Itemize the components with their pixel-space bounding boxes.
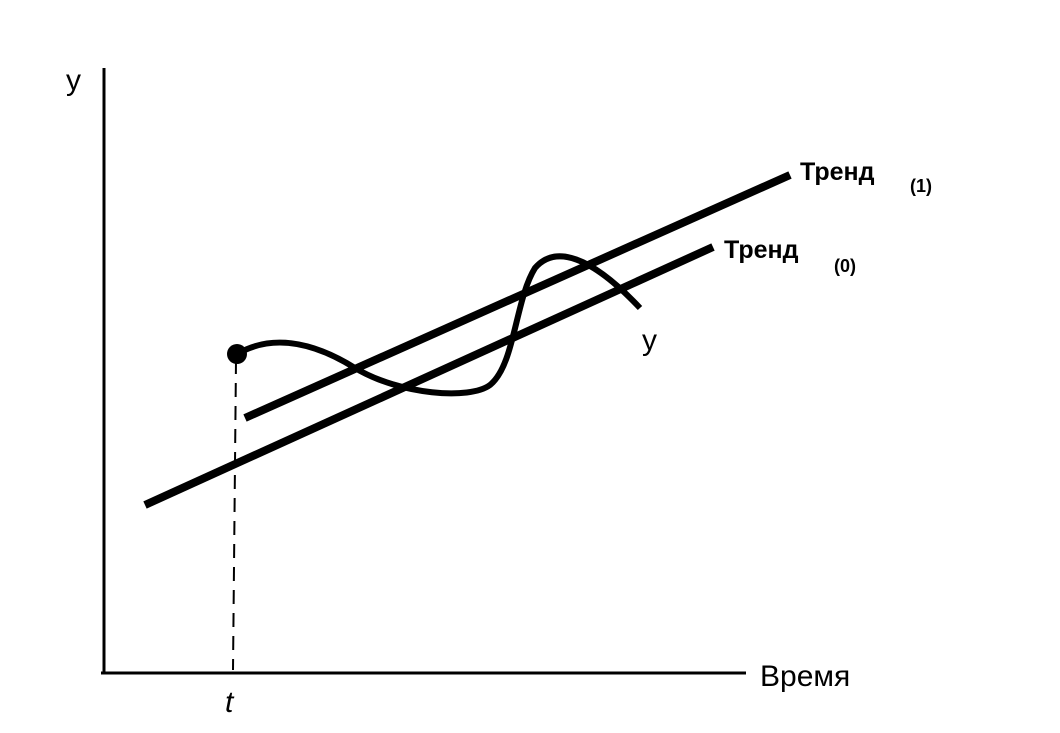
x-axis-label: Время [760,660,850,693]
start-point [227,344,247,364]
trend-0-label: Тренд [724,236,799,264]
trend-0-line [143,243,715,509]
y-curve [235,253,643,397]
trend-1-label: Тренд [800,158,875,186]
trend-1-line [243,171,792,422]
y-axis-label: y [66,64,81,97]
t-label: t [225,686,235,719]
curve-label: y [642,324,657,357]
trend-0-subscript: (0) [834,256,856,276]
t-dashed-line [232,359,237,671]
trend-1-subscript: (1) [910,176,932,196]
